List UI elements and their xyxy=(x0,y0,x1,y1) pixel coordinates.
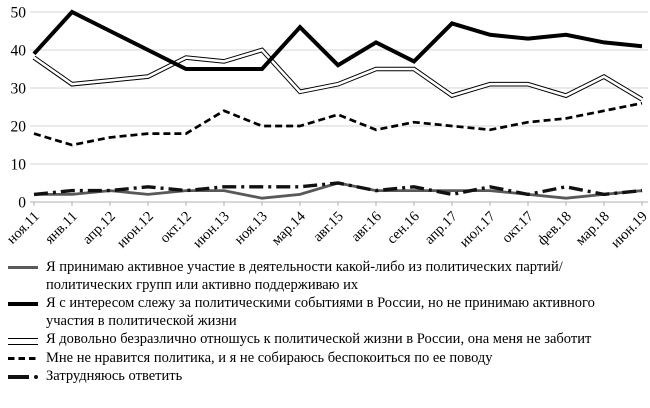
y-tick-label: 40 xyxy=(11,43,27,60)
black-line-icon xyxy=(8,302,38,306)
x-tick-label: апр.17 xyxy=(422,209,461,248)
x-tick-label: фев.18 xyxy=(535,209,575,249)
x-tick-label: июн.12 xyxy=(114,209,157,252)
legend-item-active-participation: Я принимаю активное участие в деятельнос… xyxy=(8,259,644,294)
x-tick-label: мар.14 xyxy=(269,208,310,249)
legend-label: Я довольно безразлично отношусь к полити… xyxy=(46,331,592,347)
x-tick-label: мар.18 xyxy=(573,209,613,249)
legend-item-follow-with-interest: Я с интересом слежу за политическими соб… xyxy=(8,295,644,330)
x-tick-label: июн.13 xyxy=(190,209,233,252)
x-tick-label: апр.12 xyxy=(80,209,119,248)
y-tick-label: 0 xyxy=(18,195,26,212)
chart-legend: Я принимаю активное участие в деятельнос… xyxy=(0,257,650,386)
x-tick-label: окт.12 xyxy=(157,209,195,247)
x-tick-label: авг.16 xyxy=(348,209,385,246)
y-tick-label: 20 xyxy=(11,119,27,136)
x-tick-label: июн.19 xyxy=(608,209,650,252)
x-tick-label: янв.11 xyxy=(42,209,81,248)
legend-item-dislike-politics: Мне не нравится политика, и я не собираю… xyxy=(8,350,644,368)
series-line-2 xyxy=(33,48,643,101)
series-line-3 xyxy=(33,101,643,147)
y-tick-label: 30 xyxy=(11,81,27,98)
legend-label: Затрудняюсь ответить xyxy=(46,368,183,384)
x-tick-label: ноя.13 xyxy=(232,209,271,248)
x-tick-label: июл.17 xyxy=(457,209,499,251)
y-tick-label: 50 xyxy=(11,5,27,22)
legend-item-hard-to-answer: Затрудняюсь ответить xyxy=(8,368,644,386)
x-tick-label: авг.15 xyxy=(310,209,347,246)
x-tick-label: сен.16 xyxy=(384,209,423,248)
legend-label: Я принимаю активное участие в деятельнос… xyxy=(46,259,563,293)
dashed-line-icon xyxy=(8,356,38,360)
gray-line-icon xyxy=(8,266,38,269)
legend-label: Я с интересом слежу за политическими соб… xyxy=(46,295,595,329)
dash-dot-line-icon xyxy=(8,375,38,379)
x-tick-label: ноя.11 xyxy=(4,209,43,248)
y-tick-label: 10 xyxy=(11,157,27,174)
series-line-1 xyxy=(32,9,643,71)
legend-item-indifferent: Я довольно безразлично отношусь к полити… xyxy=(8,331,644,349)
x-tick-label: окт.17 xyxy=(499,209,537,247)
legend-label: Мне не нравится политика, и я не собираю… xyxy=(46,349,493,366)
double-line-icon xyxy=(8,338,38,345)
series-line-4 xyxy=(33,181,643,197)
